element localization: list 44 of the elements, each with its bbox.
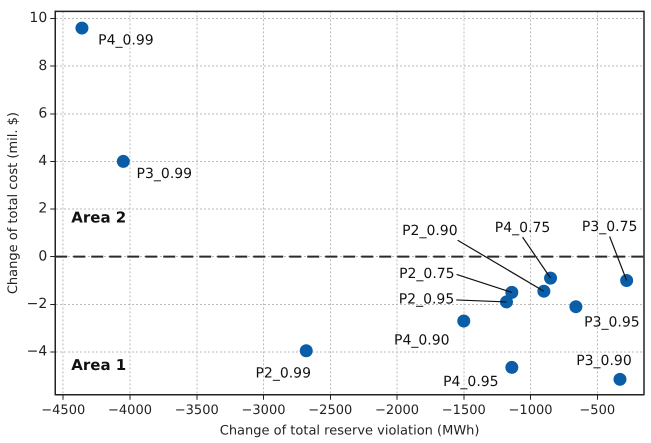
annotation: P3_0.75: [582, 219, 638, 236]
point: [613, 372, 626, 386]
point: [569, 300, 582, 314]
point: [505, 360, 518, 374]
annotation: P4_0.75: [494, 220, 550, 236]
y-tick-label: −2: [26, 296, 48, 312]
annotation: P2_0.90: [402, 222, 458, 239]
point: [75, 22, 88, 35]
point: [300, 344, 313, 358]
x-tick-label: −1000: [508, 402, 553, 418]
x-tick-label: −2500: [308, 402, 352, 418]
y-tick-label: −4: [26, 344, 48, 360]
annotation: P4_0.90: [394, 332, 450, 349]
y-tick-label: 10: [29, 10, 48, 26]
x-tick-label: −4000: [108, 402, 152, 418]
x-axis-title: Change of total reserve violation (MWh): [220, 424, 480, 439]
x-tick-label: −500: [579, 402, 616, 418]
annotation: P4_0.95: [443, 374, 499, 390]
y-tick-label: 6: [38, 105, 48, 122]
point: [500, 295, 513, 308]
y-tick-label: 4: [38, 153, 48, 170]
x-tick-label: −2000: [375, 402, 420, 418]
point: [537, 284, 550, 298]
y-tick-label: 2: [38, 200, 48, 217]
point: [457, 314, 470, 328]
annotation: P2_0.99: [255, 365, 311, 382]
annotation: P3_0.99: [136, 166, 192, 182]
point: [116, 154, 130, 168]
x-tick-label: −4500: [41, 402, 86, 418]
annotation: P2_0.95: [398, 292, 454, 308]
x-tick-label: −3000: [242, 402, 286, 418]
annotation: P3_0.95: [584, 314, 640, 330]
y-tick-label: 8: [38, 58, 48, 74]
annotation: P2_0.75: [399, 266, 455, 282]
x-tick-label: −3500: [174, 402, 219, 418]
annotation: Area 2: [71, 208, 126, 226]
point: [620, 274, 634, 287]
x-tick-label: −1500: [442, 402, 486, 418]
annotation: P3_0.90: [576, 352, 632, 369]
point: [544, 272, 558, 285]
annotation: Area 1: [71, 356, 126, 374]
annotation: P4_0.99: [98, 32, 154, 49]
y-axis-title: Change of total cost (mil. $): [6, 112, 22, 294]
y-tick-label: 0: [38, 248, 48, 264]
